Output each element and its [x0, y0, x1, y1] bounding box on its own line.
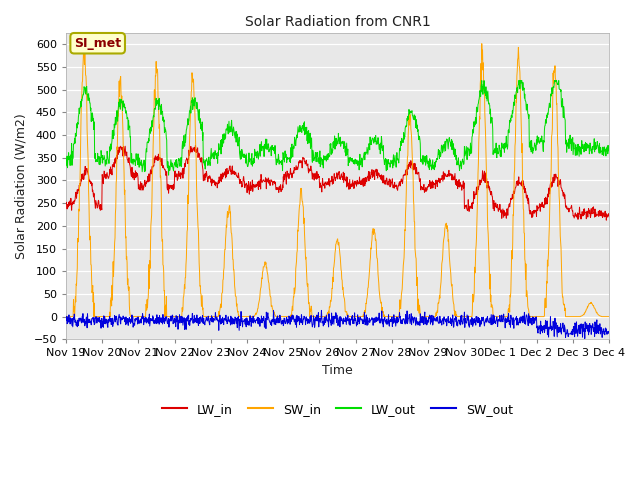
Y-axis label: Solar Radiation (W/m2): Solar Radiation (W/m2)	[15, 113, 28, 259]
Text: SI_met: SI_met	[74, 37, 121, 50]
X-axis label: Time: Time	[322, 364, 353, 377]
Title: Solar Radiation from CNR1: Solar Radiation from CNR1	[244, 15, 430, 29]
Legend: LW_in, SW_in, LW_out, SW_out: LW_in, SW_in, LW_out, SW_out	[157, 397, 518, 420]
